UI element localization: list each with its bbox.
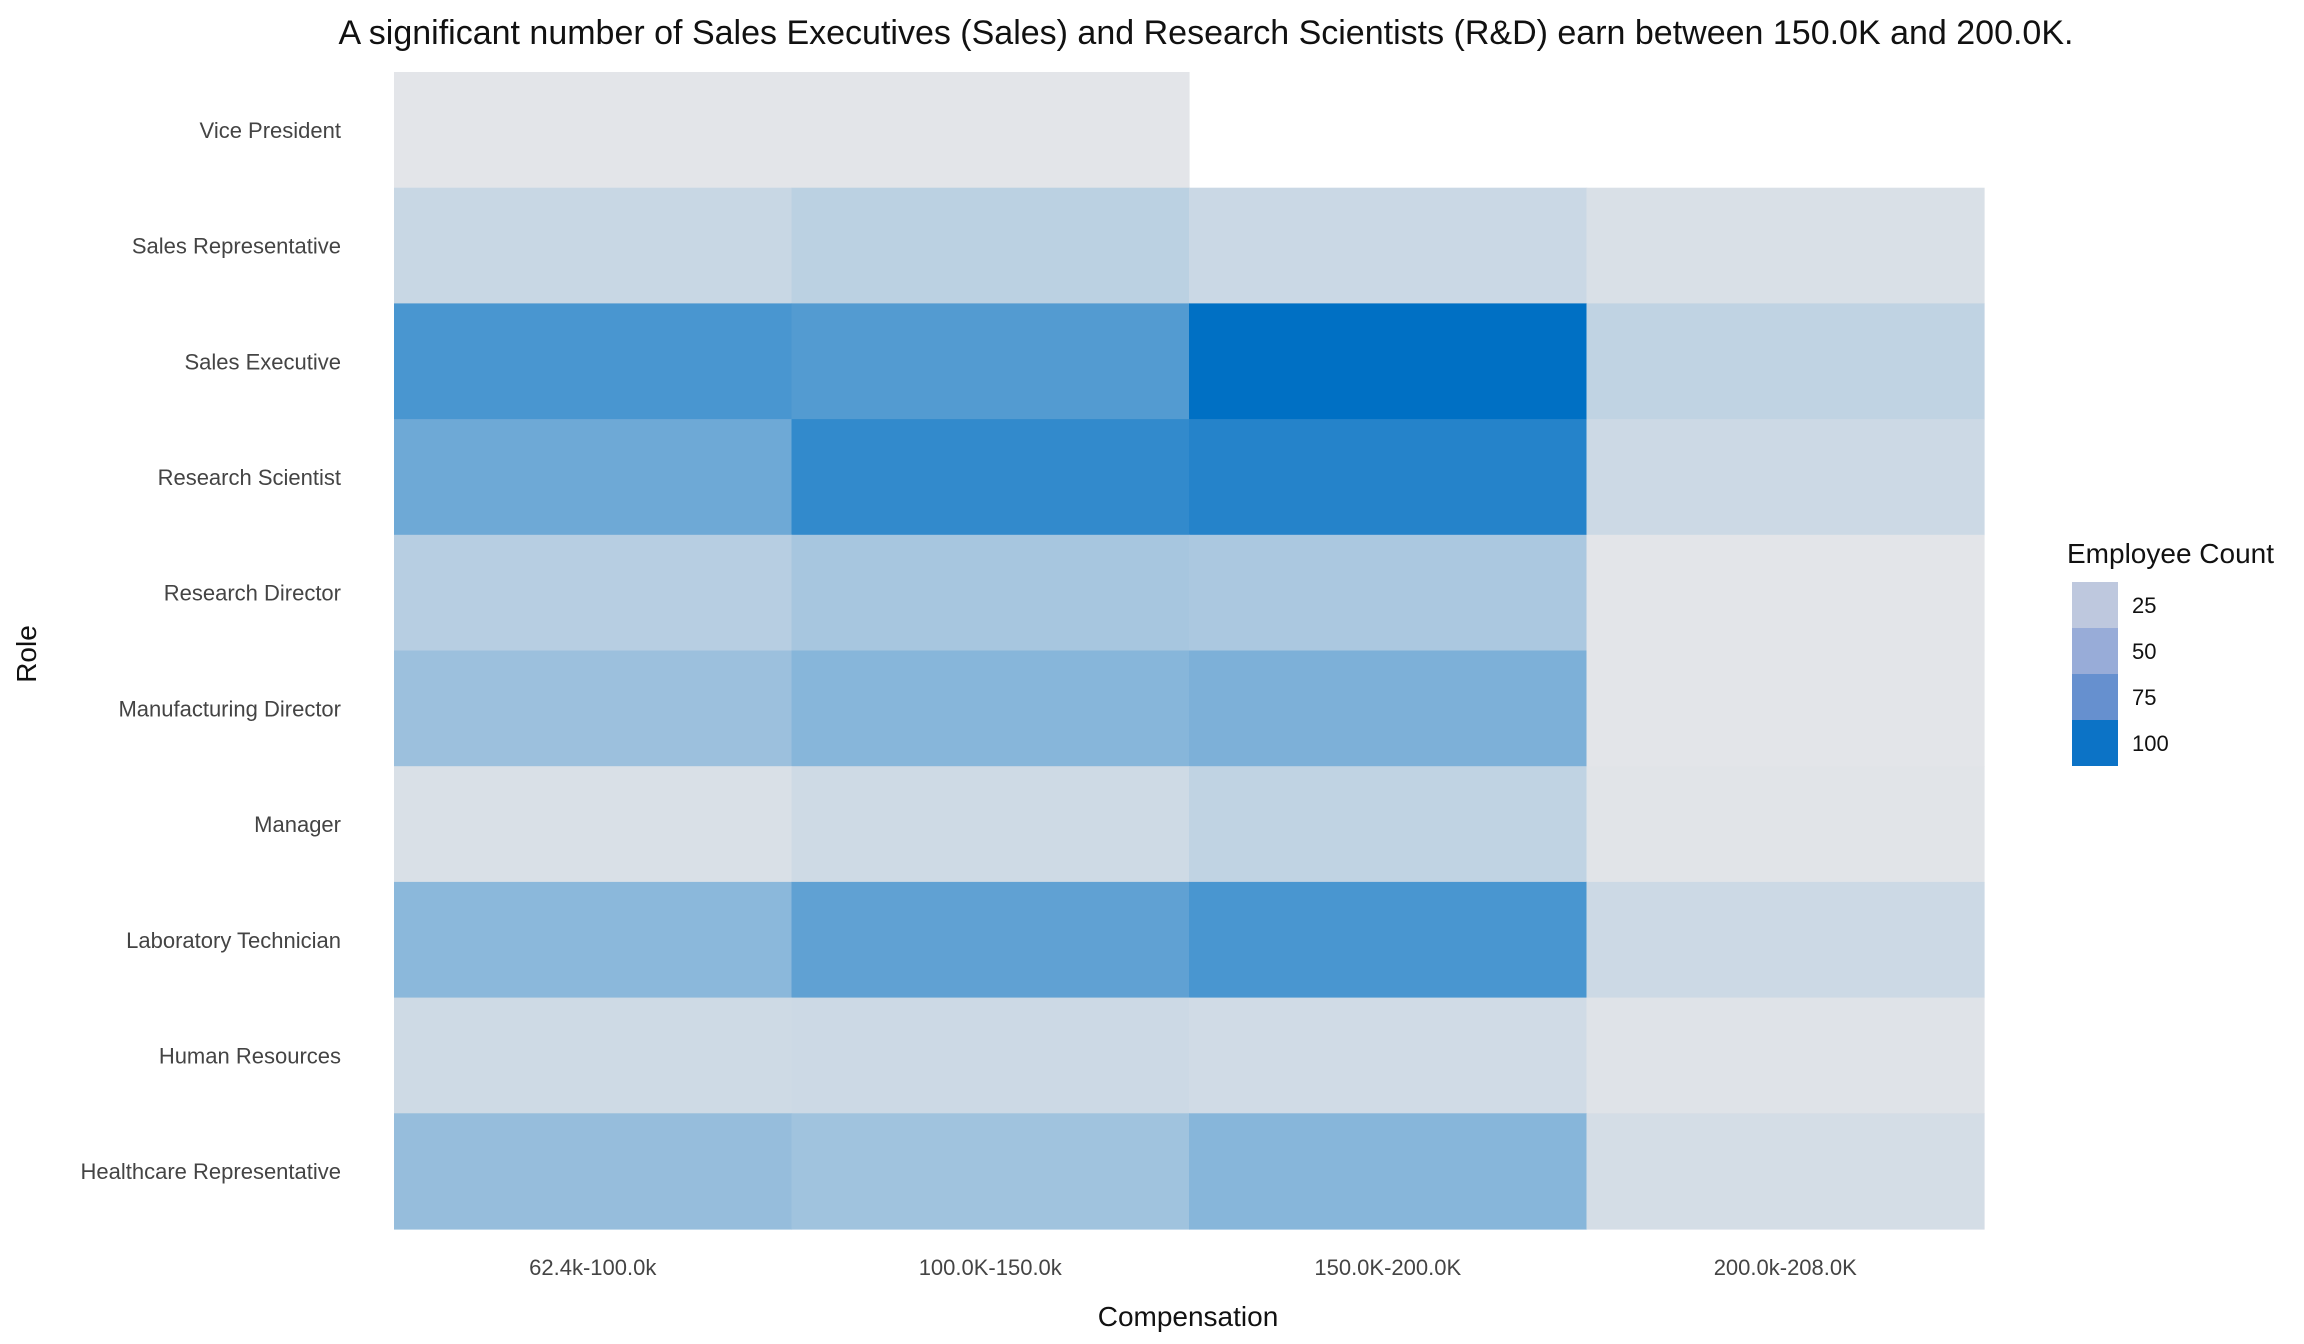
- heatmap-cell: [1586, 997, 1985, 1114]
- legend-swatch: [2072, 720, 2118, 766]
- x-tick-label: 62.4k-100.0k: [529, 1255, 657, 1280]
- heatmap-cell: [394, 187, 793, 304]
- heatmap-cell: [1189, 881, 1588, 999]
- heatmap-cell: [394, 650, 793, 767]
- legend-swatch: [2072, 674, 2118, 720]
- heatmap-cell: [394, 534, 793, 652]
- y-tick-label: Healthcare Representative: [81, 1159, 341, 1184]
- y-tick-label: Research Director: [164, 581, 341, 606]
- heatmap-cell: [394, 881, 793, 999]
- legend-label: 100: [2132, 731, 2169, 756]
- heatmap-cell: [394, 997, 793, 1114]
- heatmap-cell: [394, 419, 793, 536]
- y-axis-title: Role: [11, 625, 42, 683]
- heatmap-cell: [791, 766, 1190, 883]
- heatmap-cell: [1586, 187, 1985, 304]
- heatmap-cell: [791, 881, 1190, 999]
- y-tick-label: Human Resources: [159, 1043, 341, 1068]
- y-tick-label: Vice President: [200, 118, 341, 143]
- heatmap-cell: [1586, 650, 1985, 767]
- y-tick-label: Sales Executive: [184, 349, 341, 374]
- heatmap-cell: [791, 1113, 1190, 1230]
- x-tick-label: 150.0K-200.0K: [1314, 1255, 1461, 1280]
- legend-label: 25: [2132, 593, 2156, 618]
- legend: Employee Count 25 50 75 100: [2067, 538, 2274, 766]
- heatmap-cell: [791, 187, 1190, 304]
- heatmap-cell: [791, 303, 1190, 420]
- y-tick-label: Manufacturing Director: [118, 696, 341, 721]
- legend-label: 50: [2132, 639, 2156, 664]
- y-tick-label: Laboratory Technician: [126, 928, 341, 953]
- heatmap-cell: [394, 72, 793, 189]
- heatmap-cell: [791, 72, 1190, 189]
- x-tick-label: 100.0K-150.0k: [919, 1255, 1063, 1280]
- heatmap-cell: [1586, 534, 1985, 652]
- legend-swatch: [2072, 582, 2118, 628]
- heatmap-cell: [1189, 534, 1588, 652]
- y-axis-ticks: Vice President Sales Representative Sales …: [81, 118, 341, 1184]
- legend-swatch: [2072, 628, 2118, 674]
- heatmap-cell: [394, 766, 793, 883]
- heatmap-cell: [791, 534, 1190, 652]
- heatmap-cell: [1586, 303, 1985, 420]
- chart-title: A significant number of Sales Executives…: [339, 14, 2074, 52]
- heatmap-cell: [1586, 419, 1985, 536]
- heatmap-cell: [1586, 766, 1985, 883]
- heatmap-cell: [394, 303, 793, 420]
- legend-keys: 25 50 75 100: [2072, 582, 2169, 766]
- x-axis-ticks: 62.4k-100.0k 100.0K-150.0k 150.0K-200.0K 20…: [529, 1255, 1857, 1280]
- x-axis-title: Compensation: [1098, 1301, 1279, 1332]
- heatmap-cell: [394, 1113, 793, 1230]
- heatmap-cell: [791, 997, 1190, 1114]
- heatmap-cell: [791, 650, 1190, 767]
- heatmap-cell: [1189, 1113, 1588, 1230]
- heatmap-cell: [1586, 881, 1985, 999]
- heatmap-cell: [1189, 650, 1588, 767]
- heatmap-cell: [791, 419, 1190, 536]
- heatmap-cell: [1189, 419, 1588, 536]
- y-tick-label: Sales Representative: [132, 234, 341, 259]
- heatmap-cell: [1189, 766, 1588, 883]
- heatmap-cell: [1586, 1113, 1985, 1230]
- heatmap-cell: [1189, 187, 1588, 304]
- legend-title: Employee Count: [2067, 538, 2274, 569]
- x-tick-label: 200.0k-208.0K: [1714, 1255, 1857, 1280]
- y-tick-label: Manager: [254, 812, 341, 837]
- legend-label: 75: [2132, 685, 2156, 710]
- heatmap-cell: [1189, 997, 1588, 1114]
- heatmap-cells: [394, 72, 1985, 1230]
- heatmap-cell: [1189, 303, 1588, 420]
- y-tick-label: Research Scientist: [158, 465, 341, 490]
